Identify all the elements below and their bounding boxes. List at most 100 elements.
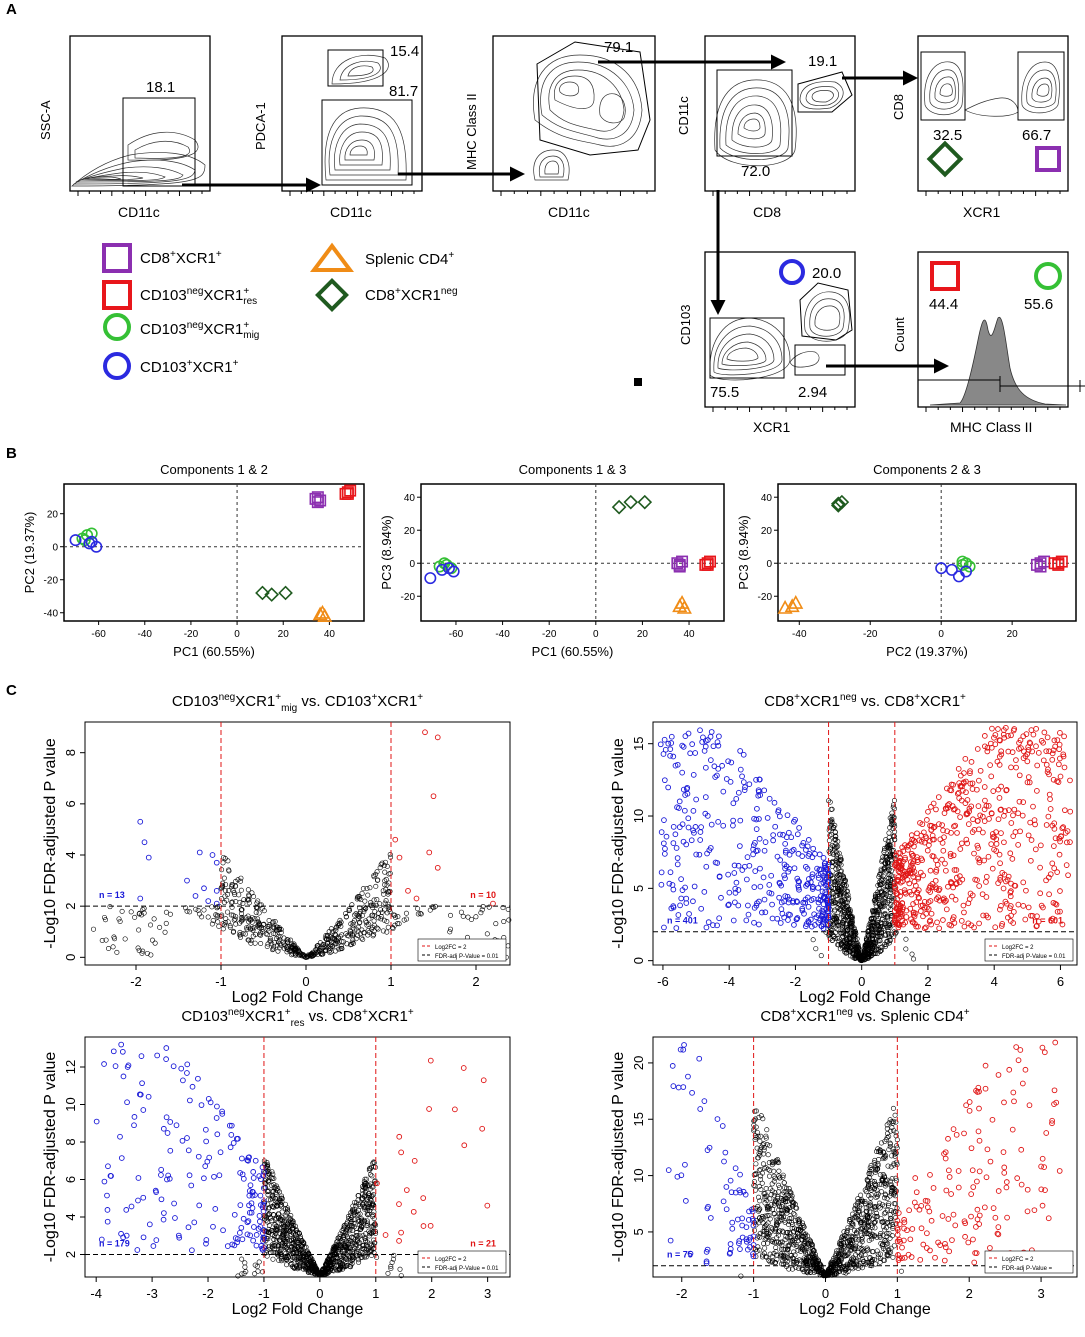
gene-point — [243, 925, 249, 931]
gene-point — [981, 784, 988, 790]
y-axis-label: PC3 (8.94%) — [379, 515, 394, 589]
volcano-plot-1: CD103negXCR1+mig vs. CD103+XCR1+-2 -1 0 1 20… — [42, 692, 512, 1006]
gene-point — [833, 871, 839, 877]
gate-box — [709, 317, 785, 379]
gene-point — [962, 800, 969, 806]
gene-point — [244, 1219, 251, 1226]
gene-point — [1033, 923, 1040, 930]
gene-point — [1024, 779, 1031, 786]
gene-point — [233, 914, 239, 920]
gene-point — [808, 916, 814, 923]
gene-point — [844, 888, 850, 894]
gate-label: 20.0 — [812, 265, 841, 282]
gene-point — [975, 817, 981, 824]
gene-point — [1022, 753, 1029, 760]
gene-point — [391, 912, 397, 918]
y-tick-label: 0 — [409, 559, 415, 570]
gene-point — [751, 884, 758, 891]
gene-point — [384, 929, 390, 935]
gene-point — [224, 897, 230, 903]
gene-point — [252, 940, 258, 946]
gene-point — [1043, 877, 1049, 884]
gene-point — [239, 1155, 245, 1162]
gate-label: 19.1 — [808, 53, 837, 70]
gene-point — [933, 896, 940, 902]
gene-point — [753, 826, 760, 832]
gene-point — [887, 854, 893, 860]
gene-point — [426, 1106, 432, 1112]
gene-point — [1008, 732, 1014, 739]
gene-point — [877, 881, 883, 887]
y-tick-label: 0 — [52, 543, 58, 554]
gene-point — [907, 859, 914, 865]
gene-point — [216, 1172, 223, 1179]
legend-text: FDR-adj P-Value = 0.01 — [1002, 954, 1066, 960]
gene-point — [1004, 876, 1011, 883]
gene-point — [371, 897, 377, 903]
gene-point — [977, 767, 984, 774]
gene-point — [813, 946, 819, 952]
gene-point — [881, 895, 887, 901]
gene-point — [103, 937, 109, 943]
gene-point — [140, 906, 146, 912]
x-tick-label: -4 — [90, 1286, 102, 1301]
n-up-label: n = 21 — [470, 1239, 496, 1249]
gene-point — [697, 727, 703, 734]
gene-point — [992, 732, 999, 738]
gene-point — [953, 880, 960, 886]
gene-point — [852, 955, 858, 961]
gene-point — [848, 937, 854, 943]
nonsignificant-points — [810, 798, 917, 964]
gene-point — [232, 916, 238, 922]
gene-point — [744, 854, 751, 860]
gene-point — [248, 917, 254, 923]
gene-point — [907, 905, 914, 912]
gene-point — [344, 941, 350, 947]
gene-point — [801, 910, 807, 917]
gene-point — [756, 835, 763, 842]
gene-point — [899, 906, 906, 913]
gene-point — [357, 905, 363, 911]
gene-point — [967, 780, 974, 787]
gene-point — [897, 862, 904, 869]
gene-point — [146, 1221, 153, 1228]
legend-box — [984, 938, 1074, 962]
plot-frame — [652, 721, 1078, 966]
gene-point — [382, 859, 388, 865]
x-tick-label: -2 — [790, 974, 802, 989]
gene-point — [708, 821, 715, 828]
gate-polygon — [799, 282, 853, 341]
gene-point — [326, 948, 332, 954]
gene-point — [253, 1232, 260, 1238]
gene-point — [845, 907, 851, 913]
gene-point — [982, 797, 988, 804]
gate-box — [327, 49, 384, 87]
gene-point — [915, 875, 922, 882]
gene-point — [322, 945, 328, 951]
data-point — [1034, 560, 1047, 573]
gene-point — [900, 904, 906, 910]
gene-point — [384, 910, 390, 916]
gene-point — [887, 934, 893, 940]
data-point — [435, 563, 448, 576]
gene-point — [967, 768, 973, 774]
gene-point — [461, 1142, 468, 1149]
legend-text: Log2FC = 2 — [435, 945, 467, 951]
y-tick-label: -20 — [44, 576, 59, 587]
gene-point — [886, 866, 892, 872]
gene-point — [381, 917, 387, 923]
gene-point — [830, 859, 836, 865]
gene-point — [714, 739, 721, 745]
gene-point — [1054, 737, 1061, 743]
gene-point — [387, 888, 393, 894]
gene-point — [448, 912, 454, 918]
gene-point — [167, 1119, 174, 1125]
gene-point — [493, 921, 499, 927]
gene-point — [387, 907, 393, 913]
gene-point — [195, 1075, 201, 1082]
legend-label: CD103negXCR1+ mig — [140, 320, 259, 341]
gene-point — [968, 759, 975, 765]
gene-point — [675, 912, 682, 918]
plot-frame — [281, 35, 423, 192]
